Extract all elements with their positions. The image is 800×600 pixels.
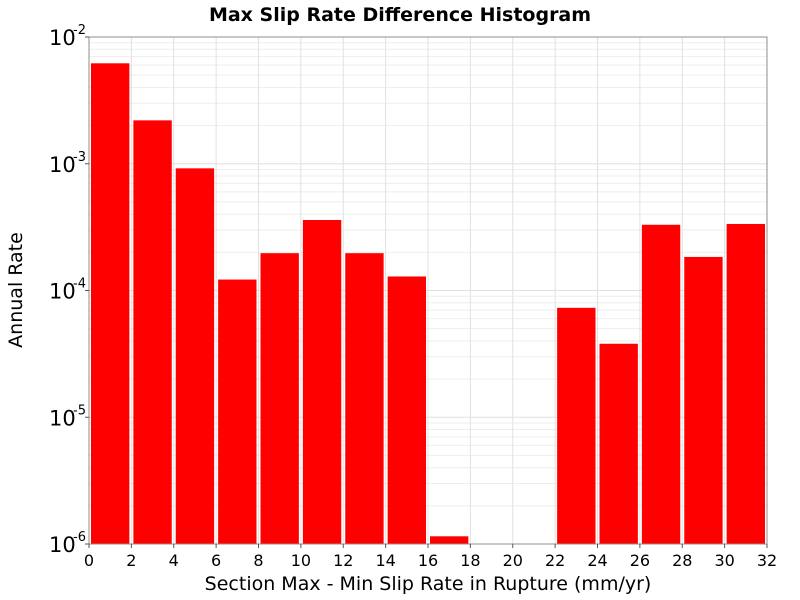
x-tick-label: 12 xyxy=(333,551,353,570)
x-tick-label: 10 xyxy=(291,551,311,570)
y-tick-base: 10 xyxy=(49,26,76,50)
bars xyxy=(91,63,765,545)
histogram-bar xyxy=(557,307,596,544)
x-tick-label: 26 xyxy=(630,551,650,570)
y-tick-exponent: -2 xyxy=(73,23,86,38)
y-tick-exponent: -3 xyxy=(73,150,86,165)
histogram-bar xyxy=(133,120,172,544)
x-tick-label: 30 xyxy=(714,551,734,570)
histogram-bar xyxy=(218,279,257,544)
y-tick-exponent: -5 xyxy=(73,403,86,418)
x-tick-label: 20 xyxy=(503,551,523,570)
y-tick-exponent: -4 xyxy=(73,277,86,292)
histogram-bar xyxy=(260,253,299,545)
y-tick-base: 10 xyxy=(49,280,76,304)
x-axis-label: Section Max - Min Slip Rate in Rupture (… xyxy=(205,573,652,595)
y-tick-label: 10-2 xyxy=(49,23,86,50)
x-tick-label: 14 xyxy=(375,551,395,570)
y-tick-label: 10-5 xyxy=(49,403,86,430)
histogram-bar xyxy=(91,63,130,544)
histogram-bar xyxy=(175,168,215,544)
x-tick-label: 0 xyxy=(84,551,94,570)
y-tick-exponent: -6 xyxy=(73,530,86,545)
x-tick-label: 32 xyxy=(757,551,777,570)
histogram-bar xyxy=(387,276,426,544)
histogram-bar xyxy=(599,343,638,544)
y-tick-label: 10-3 xyxy=(49,150,86,177)
y-tick-labels: 10-610-510-410-310-2 xyxy=(49,23,86,557)
x-tick-label: 24 xyxy=(587,551,607,570)
tick-marks xyxy=(85,36,768,548)
histogram-bar xyxy=(430,536,469,544)
histogram-bar xyxy=(302,219,342,545)
histogram-bar xyxy=(684,256,723,544)
y-tick-label: 10-6 xyxy=(49,530,86,557)
x-tick-label: 2 xyxy=(126,551,136,570)
x-tick-label: 8 xyxy=(253,551,263,570)
histogram-bar xyxy=(345,253,384,545)
x-tick-label: 22 xyxy=(545,551,565,570)
histogram-bar xyxy=(726,223,765,545)
histogram-bar xyxy=(641,224,681,544)
x-tick-label: 6 xyxy=(211,551,221,570)
y-tick-label: 10-4 xyxy=(49,277,86,304)
x-tick-label: 28 xyxy=(672,551,692,570)
y-tick-base: 10 xyxy=(49,533,76,557)
chart-title: Max Slip Rate Difference Histogram xyxy=(209,4,591,26)
x-tick-label: 4 xyxy=(169,551,179,570)
x-tick-labels: 0 2 4 6 8 10 12 14 16 18 20 22 24 26 28 30 32 xyxy=(84,551,777,570)
x-tick-label: 18 xyxy=(460,551,480,570)
y-tick-base: 10 xyxy=(49,153,76,177)
y-tick-base: 10 xyxy=(49,406,76,430)
x-tick-label: 16 xyxy=(418,551,438,570)
y-axis-label: Annual Rate xyxy=(5,232,27,348)
